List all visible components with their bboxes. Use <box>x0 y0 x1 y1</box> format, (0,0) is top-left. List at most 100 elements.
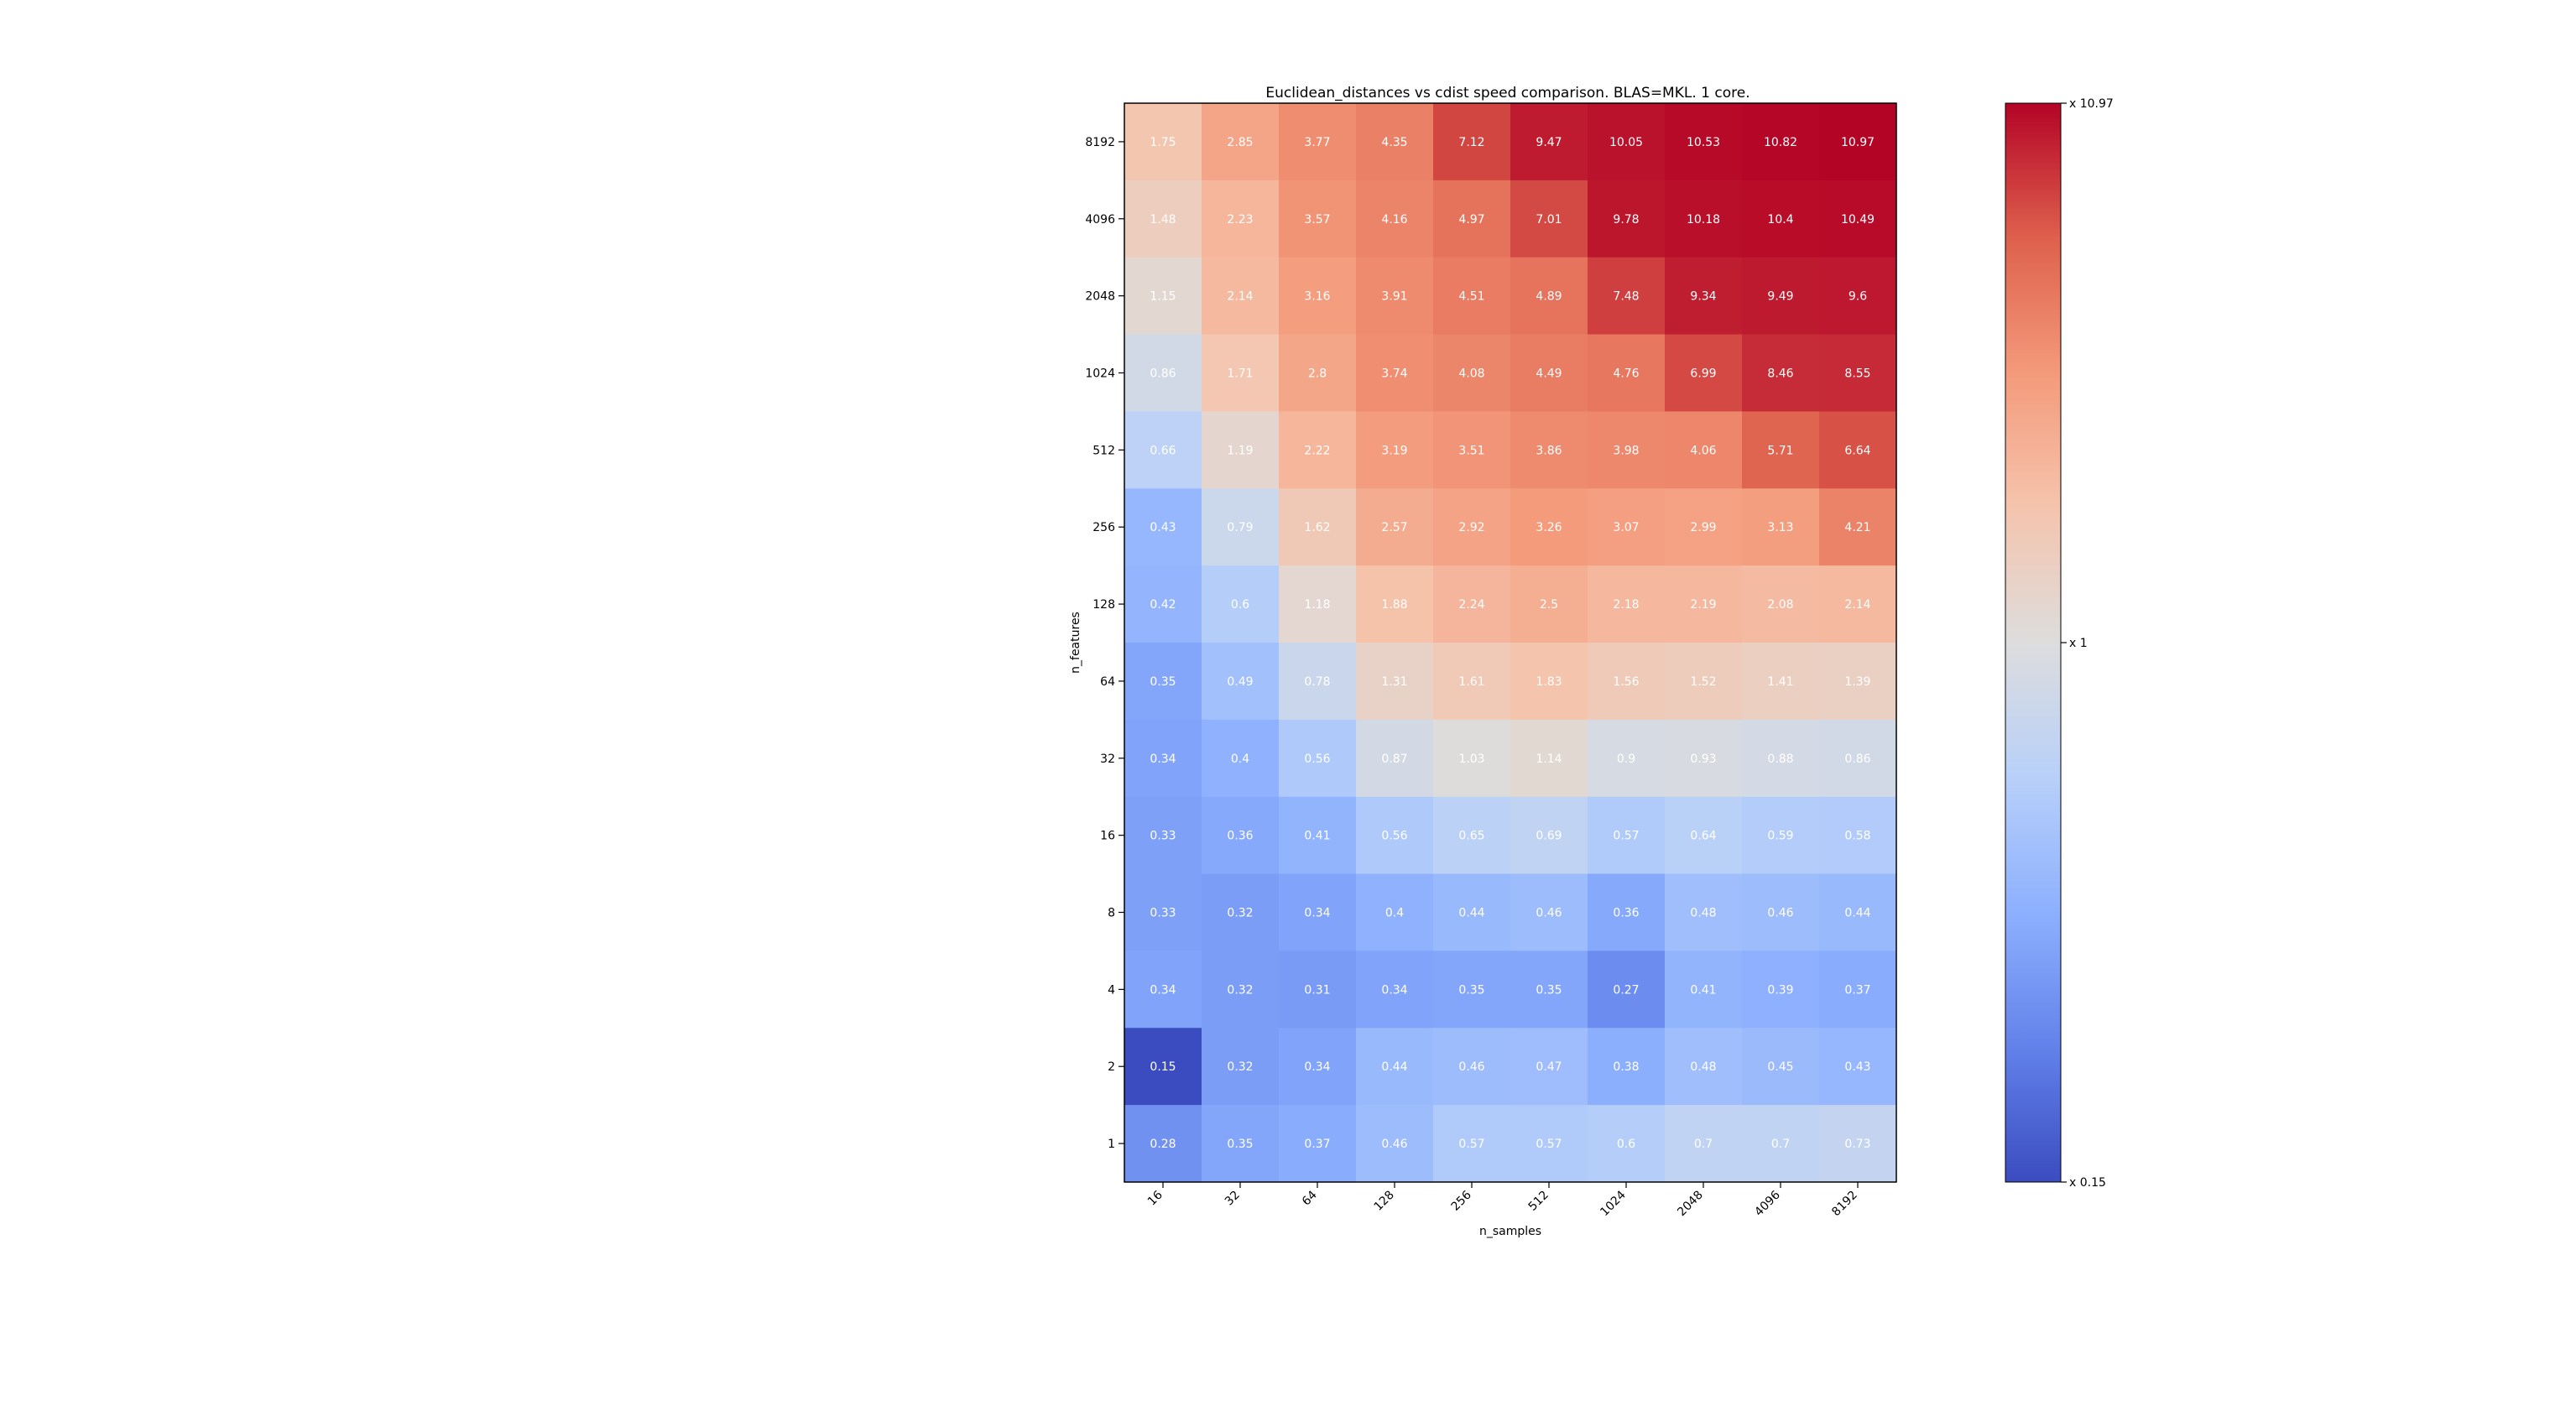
y-axis-ticks: 8192 4096 2048 1024 512 256 128 64 32 16 8 4 2 1 <box>1085 136 1124 1151</box>
cell-value-label: 3.57 <box>1304 213 1330 227</box>
heatmap-cell <box>1819 873 1897 951</box>
x-tick-label: 16 <box>1145 1188 1165 1208</box>
cell-value-label: 0.32 <box>1227 907 1253 920</box>
cell-value-label: 9.34 <box>1690 290 1716 304</box>
cell-value-label: 6.99 <box>1690 367 1716 381</box>
heatmap-cell <box>1510 1105 1588 1183</box>
heatmap-cell <box>1433 643 1511 721</box>
cell-value-label: 3.74 <box>1381 367 1407 381</box>
cell-value-label: 3.26 <box>1536 521 1562 534</box>
heatmap-cell <box>1124 565 1202 643</box>
heatmap-cell <box>1124 1105 1202 1183</box>
cell-value-label: 0.79 <box>1227 521 1253 534</box>
cell-value-label: 0.36 <box>1613 907 1639 920</box>
cell-value-label: 0.65 <box>1458 830 1484 843</box>
cell-value-label: 0.7 <box>1694 1138 1713 1151</box>
cell-value-label: 1.15 <box>1150 290 1176 304</box>
cell-value-label: 1.56 <box>1613 675 1639 689</box>
cell-value-label: 9.47 <box>1536 136 1562 149</box>
cell-value-label: 0.9 <box>1617 753 1635 766</box>
cell-value-label: 8.46 <box>1767 367 1793 381</box>
cell-value-label: 2.24 <box>1458 598 1484 612</box>
heatmap-cell <box>1279 411 1357 489</box>
cell-value-label: 0.7 <box>1771 1138 1790 1151</box>
cell-value-label: 0.57 <box>1458 1138 1484 1151</box>
heatmap-cell <box>1665 1105 1743 1183</box>
heatmap-cell <box>1665 334 1743 412</box>
cell-value-label: 3.98 <box>1613 444 1639 457</box>
cell-value-label: 10.18 <box>1687 213 1720 227</box>
cell-value-label: 0.86 <box>1844 753 1870 766</box>
heatmap-cell <box>1433 180 1511 258</box>
heatmap-cell <box>1356 257 1434 336</box>
heatmap-cell <box>1356 411 1434 489</box>
heatmap-cell <box>1588 950 1666 1029</box>
cell-value-label: 0.59 <box>1767 830 1793 843</box>
cell-value-label: 1.75 <box>1150 136 1176 149</box>
cell-value-label: 0.34 <box>1304 907 1330 920</box>
heatmap-cell <box>1819 565 1897 643</box>
cell-value-label: 0.88 <box>1767 753 1793 766</box>
heatmap-cell <box>1819 1105 1897 1183</box>
cell-value-label: 0.78 <box>1304 675 1330 689</box>
cell-value-label: 0.48 <box>1690 1060 1716 1074</box>
y-tick-label: 4 <box>1108 983 1115 997</box>
cell-value-label: 3.07 <box>1613 521 1639 534</box>
cell-value-label: 0.48 <box>1690 907 1716 920</box>
heatmap-cell <box>1279 1105 1357 1183</box>
heatmap-cell <box>1742 565 1820 643</box>
heatmap-cell <box>1742 1028 1820 1106</box>
heatmap-cell <box>1819 334 1897 412</box>
heatmap-cell <box>1124 257 1202 336</box>
cell-value-label: 0.66 <box>1150 444 1176 457</box>
colorbar-tick-label: x 10.97 <box>2069 97 2114 111</box>
heatmap-cell <box>1279 488 1357 566</box>
cell-value-label: 5.71 <box>1767 444 1793 457</box>
cell-value-label: 3.16 <box>1304 290 1330 304</box>
heatmap-cell <box>1588 180 1666 258</box>
x-tick-label: 512 <box>1526 1189 1551 1214</box>
heatmap-cell <box>1665 950 1743 1029</box>
cell-value-label: 0.46 <box>1458 1060 1484 1074</box>
colorbar <box>2005 102 2062 1183</box>
cell-value-label: 4.06 <box>1690 444 1716 457</box>
heatmap-cell <box>1279 719 1357 798</box>
heatmap-cell <box>1510 488 1588 566</box>
cell-value-label: 9.78 <box>1613 213 1639 227</box>
cell-value-label: 2.99 <box>1690 521 1716 534</box>
cell-value-label: 2.14 <box>1844 598 1870 612</box>
heatmap-cell <box>1356 950 1434 1029</box>
heatmap-cell <box>1742 796 1820 875</box>
heatmap-cells: 1.75 2.85 3.77 4.35 7.12 9.47 10.05 10.53 10.82 1… <box>1124 103 1897 1183</box>
cell-value-label: 0.31 <box>1304 983 1330 997</box>
cell-value-label: 0.27 <box>1613 983 1639 997</box>
cell-value-label: 0.42 <box>1150 598 1176 612</box>
heatmap-cell <box>1742 950 1820 1029</box>
heatmap-cell <box>1202 103 1280 181</box>
cell-value-label: 2.92 <box>1458 521 1484 534</box>
y-tick-label: 8 <box>1108 907 1115 920</box>
cell-value-label: 4.35 <box>1381 136 1407 149</box>
cell-value-label: 0.4 <box>1385 907 1404 920</box>
heatmap-cell <box>1124 488 1202 566</box>
y-axis-label: n_features <box>1069 612 1082 674</box>
cell-value-label: 1.61 <box>1458 675 1484 689</box>
cell-value-label: 1.31 <box>1381 675 1407 689</box>
cell-value-label: 0.73 <box>1844 1138 1870 1151</box>
cell-value-label: 0.34 <box>1150 753 1176 766</box>
x-tick-label: 1024 <box>1598 1188 1629 1219</box>
cell-value-label: 4.97 <box>1458 213 1484 227</box>
heatmap-cell <box>1356 796 1434 875</box>
x-axis-ticks: 16 32 64 128 256 512 1024 2048 4096 8192 <box>1145 1182 1860 1219</box>
cell-value-label: 10.05 <box>1609 136 1643 149</box>
chart-title: Euclidean_distances vs cdist speed compa… <box>1265 85 1749 102</box>
heatmap-cell <box>1510 180 1588 258</box>
heatmap-cell <box>1819 257 1897 336</box>
heatmap-cell <box>1279 180 1357 258</box>
heatmap-cell <box>1202 180 1280 258</box>
heatmap-cell <box>1665 411 1743 489</box>
colorbar-ticks: x 10.97 x 1 x 0.15 <box>2061 97 2114 1190</box>
heatmap-cell <box>1356 1105 1434 1183</box>
heatmap-cell <box>1202 488 1280 566</box>
